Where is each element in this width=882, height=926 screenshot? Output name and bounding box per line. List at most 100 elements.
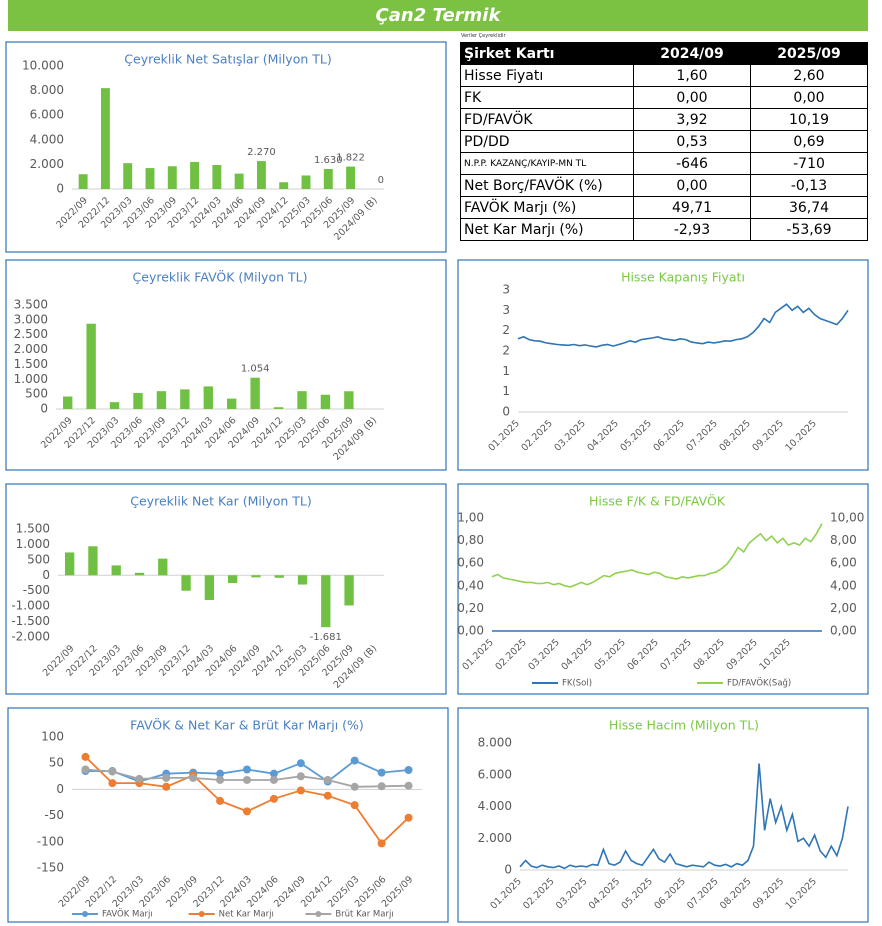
bar bbox=[297, 575, 308, 585]
bar bbox=[109, 402, 120, 409]
table-cell: -2,93 bbox=[633, 218, 751, 241]
panel bbox=[457, 483, 869, 695]
y-tick-label: 0 bbox=[504, 863, 512, 877]
y-tick-label: 3 bbox=[502, 303, 510, 317]
y-tick-label: 100 bbox=[41, 730, 64, 744]
panel bbox=[7, 707, 449, 923]
y-tick-label: 2.000 bbox=[478, 831, 512, 845]
point bbox=[296, 786, 305, 795]
table-cell: 3,92 bbox=[633, 108, 751, 131]
table-row: Hisse Fiyatı 1,60 2,60 bbox=[460, 64, 868, 87]
y-tick-label: 500 bbox=[27, 552, 50, 566]
bar bbox=[64, 552, 75, 576]
y-tick-label: 1.500 bbox=[16, 522, 50, 536]
y-tick-label: -1.500 bbox=[11, 614, 50, 628]
y-tick-label: -500 bbox=[23, 583, 50, 597]
table-cell: -646 bbox=[633, 152, 751, 175]
legend-marker bbox=[82, 911, 88, 917]
y-tick-label: 500 bbox=[25, 387, 48, 401]
point bbox=[269, 794, 278, 803]
bar bbox=[133, 392, 143, 409]
legend-label: Net Kar Marjı bbox=[219, 910, 274, 920]
point bbox=[404, 766, 413, 775]
point bbox=[162, 782, 171, 791]
table-note: Veriler Çeyreklidir bbox=[461, 33, 506, 39]
panel bbox=[457, 259, 869, 471]
y-tick-label: 8.000 bbox=[478, 736, 512, 750]
y-tick-label: 0,80 bbox=[457, 533, 484, 547]
panel bbox=[457, 707, 869, 923]
table-row: Şirket Kartı 2024/09 2025/09 bbox=[460, 42, 868, 65]
bar bbox=[234, 173, 244, 189]
y-tick-label: 1.500 bbox=[14, 357, 48, 371]
point bbox=[81, 752, 90, 761]
chart-title: Çeyreklik Net Kar (Milyon TL) bbox=[130, 494, 311, 509]
bar bbox=[190, 161, 200, 189]
table-row: Net Borç/FAVÖK (%) 0,00 -0,13 bbox=[460, 174, 868, 197]
bar bbox=[250, 377, 260, 409]
table-cell: Net Borç/FAVÖK (%) bbox=[460, 174, 634, 197]
table-cell: 0,00 bbox=[750, 86, 868, 109]
y-tick-label: 0 bbox=[56, 182, 64, 196]
table-cell: 2024/09 bbox=[633, 42, 751, 65]
table-cell: -710 bbox=[750, 152, 868, 175]
y-tick-label: 0 bbox=[40, 402, 48, 416]
table-cell: N.P.P. KAZANÇ/KAYIP-MN TL bbox=[460, 152, 634, 175]
point bbox=[323, 791, 332, 800]
y2-tick-label: 10,00 bbox=[830, 511, 864, 525]
point bbox=[216, 775, 225, 784]
y-tick-label: 0 bbox=[42, 568, 50, 582]
bar bbox=[227, 398, 237, 409]
bar bbox=[344, 575, 354, 606]
header-title: Çan2 Termik bbox=[376, 5, 502, 26]
bar bbox=[256, 161, 266, 189]
data-label: 1.630 bbox=[314, 155, 343, 166]
bar bbox=[63, 396, 73, 409]
y-tick-label: 8.000 bbox=[30, 83, 64, 97]
table-row: N.P.P. KAZANÇ/KAYIP-MN TL -646 -710 bbox=[460, 152, 868, 175]
data-label: 2.270 bbox=[247, 147, 276, 158]
table-row: FK 0,00 0,00 bbox=[460, 86, 868, 109]
panel bbox=[5, 41, 447, 253]
table-cell: 2025/09 bbox=[750, 42, 868, 65]
point bbox=[243, 765, 251, 774]
table-cell: -53,69 bbox=[750, 218, 868, 241]
point bbox=[296, 759, 305, 768]
point bbox=[243, 775, 251, 784]
point bbox=[269, 769, 278, 778]
y-tick-label: -50 bbox=[44, 808, 64, 822]
y-tick-label: 0,00 bbox=[457, 624, 484, 638]
point bbox=[377, 839, 386, 848]
y-tick-label: -1.000 bbox=[11, 599, 50, 613]
y2-tick-label: 2,00 bbox=[830, 601, 857, 615]
bar bbox=[273, 407, 284, 409]
point bbox=[81, 765, 90, 774]
bar bbox=[323, 168, 333, 189]
y-tick-label: 3 bbox=[502, 283, 510, 297]
panel bbox=[5, 483, 447, 695]
chart-title: Çeyreklik FAVÖK (Milyon TL) bbox=[133, 269, 308, 285]
point bbox=[243, 807, 251, 816]
y-tick-label: 2 bbox=[502, 344, 510, 358]
y-tick-label: 0 bbox=[502, 405, 510, 419]
legend-marker bbox=[315, 911, 322, 917]
y2-tick-label: 0,00 bbox=[830, 624, 857, 638]
bar bbox=[203, 386, 213, 409]
y2-tick-label: 8,00 bbox=[830, 533, 857, 547]
bar bbox=[78, 174, 88, 189]
table-row: PD/DD 0,53 0,69 bbox=[460, 130, 868, 153]
legend-label: Brüt Kar Marjı bbox=[335, 910, 393, 920]
y-tick-label: 4.000 bbox=[30, 132, 64, 146]
bar bbox=[212, 165, 222, 189]
y-tick-label: -100 bbox=[37, 834, 64, 848]
y2-tick-label: 4,00 bbox=[830, 578, 857, 592]
data-label: 1.822 bbox=[336, 153, 365, 164]
bar bbox=[88, 546, 98, 576]
table-cell: PD/DD bbox=[460, 130, 634, 153]
bar bbox=[156, 391, 167, 409]
chart-title: Çeyreklik Net Satışlar (Milyon TL) bbox=[124, 52, 331, 67]
table-cell: 0,69 bbox=[750, 130, 868, 153]
table-row: FAVÖK Marjı (%) 49,71 36,74 bbox=[460, 196, 868, 219]
